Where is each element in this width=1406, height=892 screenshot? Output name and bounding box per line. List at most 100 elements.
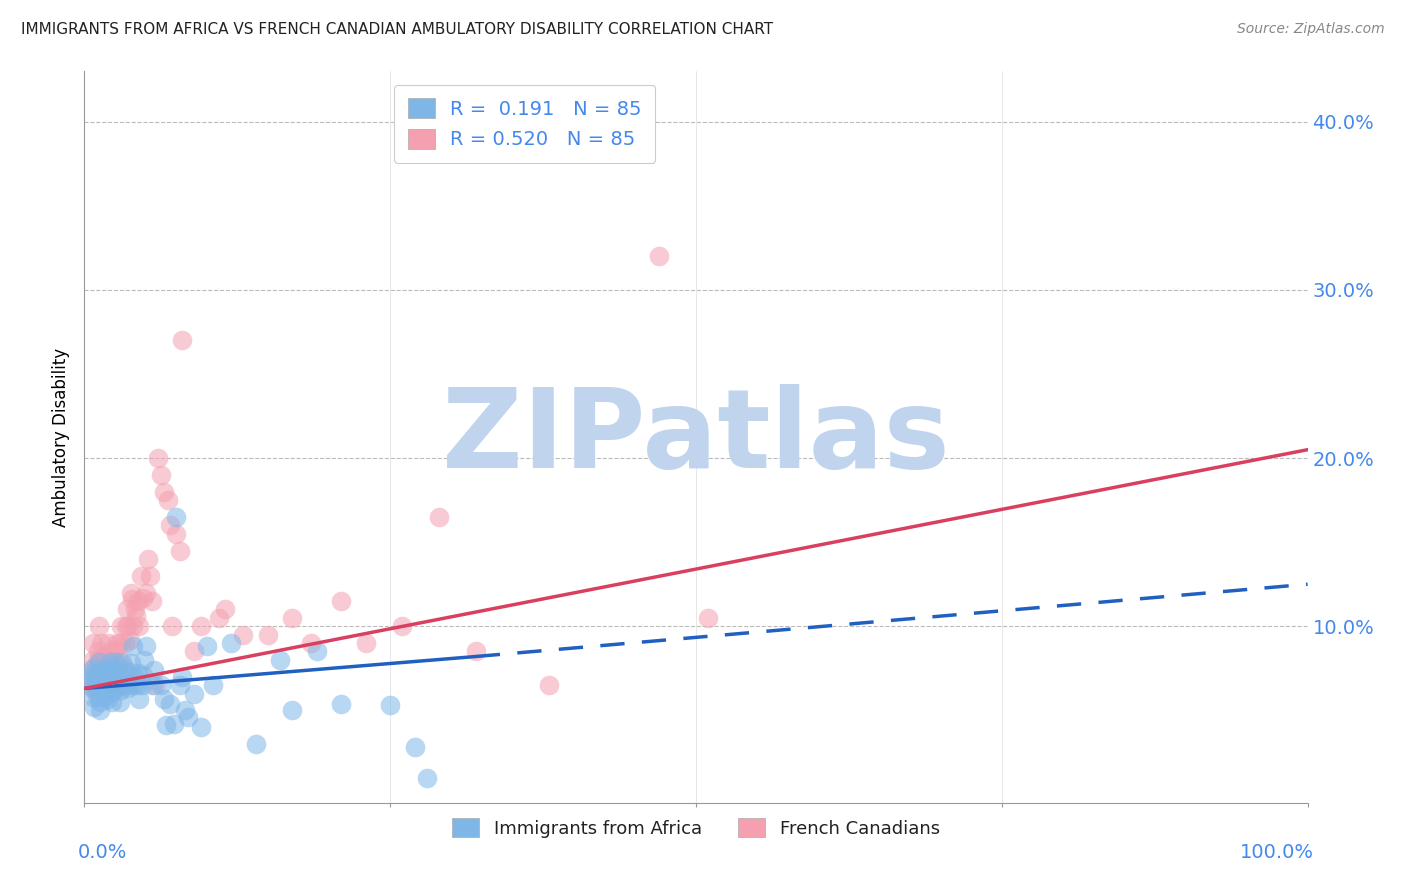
Point: [97, 683, 120, 698]
Point: [136, 552, 159, 566]
Point: [90, 683, 112, 698]
Point: [177, 710, 200, 724]
Point: [208, 611, 231, 625]
Point: [110, 619, 132, 633]
Point: [79, 673, 101, 687]
Point: [110, 683, 132, 698]
Point: [89, 695, 111, 709]
Point: [141, 594, 163, 608]
Text: 100.0%: 100.0%: [1240, 843, 1313, 862]
Point: [83, 661, 105, 675]
Point: [93, 681, 115, 696]
Point: [100, 678, 122, 692]
Point: [648, 249, 671, 263]
Point: [96, 674, 118, 689]
Point: [117, 619, 139, 633]
Point: [114, 670, 136, 684]
Point: [97, 657, 120, 672]
Point: [86, 683, 108, 698]
Point: [124, 602, 146, 616]
Point: [201, 678, 224, 692]
Point: [127, 594, 149, 608]
Point: [141, 678, 163, 692]
Point: [165, 526, 187, 541]
Point: [86, 668, 108, 682]
Point: [115, 619, 138, 633]
Point: [97, 670, 120, 684]
Point: [404, 740, 426, 755]
Point: [172, 334, 194, 348]
Point: [115, 665, 138, 679]
Point: [120, 657, 142, 671]
Point: [103, 653, 125, 667]
Point: [82, 653, 104, 667]
Point: [83, 683, 105, 698]
Point: [128, 691, 150, 706]
Point: [96, 657, 118, 672]
Point: [143, 678, 166, 692]
Point: [82, 681, 104, 696]
Point: [219, 636, 242, 650]
Point: [132, 591, 155, 605]
Point: [122, 678, 145, 692]
Point: [121, 592, 143, 607]
Point: [87, 644, 110, 658]
Point: [108, 636, 131, 650]
Point: [87, 619, 110, 633]
Text: 0.0%: 0.0%: [79, 843, 128, 862]
Point: [115, 678, 138, 692]
Point: [172, 670, 194, 684]
Point: [122, 619, 145, 633]
Point: [190, 619, 212, 633]
Point: [112, 661, 135, 675]
Point: [190, 720, 212, 734]
Point: [105, 678, 128, 692]
Point: [107, 653, 129, 667]
Point: [86, 674, 108, 689]
Point: [101, 661, 124, 675]
Point: [135, 640, 157, 654]
Legend: Immigrants from Africa, French Canadians: Immigrants from Africa, French Canadians: [446, 811, 946, 845]
Point: [100, 668, 122, 682]
Point: [94, 690, 117, 704]
Point: [89, 703, 111, 717]
Point: [538, 678, 561, 692]
Point: [330, 697, 353, 711]
Point: [120, 585, 142, 599]
Point: [122, 640, 145, 654]
Point: [80, 678, 103, 692]
Point: [105, 636, 128, 650]
Point: [305, 644, 328, 658]
Point: [86, 670, 108, 684]
Point: [87, 678, 110, 692]
Point: [134, 653, 156, 667]
Point: [697, 611, 720, 625]
Point: [115, 602, 138, 616]
Point: [105, 668, 128, 682]
Text: ZIPatlas: ZIPatlas: [441, 384, 950, 491]
Point: [87, 655, 110, 669]
Point: [135, 585, 157, 599]
Point: [165, 510, 187, 524]
Point: [132, 668, 155, 682]
Point: [281, 611, 304, 625]
Point: [125, 609, 148, 624]
Point: [87, 653, 110, 667]
Point: [391, 619, 413, 633]
Point: [101, 685, 124, 699]
Point: [91, 678, 114, 692]
Point: [169, 543, 191, 558]
Y-axis label: Ambulatory Disability: Ambulatory Disability: [52, 348, 70, 526]
Point: [159, 697, 181, 711]
Point: [93, 678, 115, 692]
Point: [82, 690, 104, 704]
Point: [162, 619, 184, 633]
Point: [90, 636, 112, 650]
Point: [354, 636, 377, 650]
Point: [173, 703, 195, 717]
Point: [93, 668, 115, 682]
Point: [380, 698, 402, 713]
Point: [101, 695, 124, 709]
Point: [84, 678, 107, 692]
Point: [108, 695, 131, 709]
